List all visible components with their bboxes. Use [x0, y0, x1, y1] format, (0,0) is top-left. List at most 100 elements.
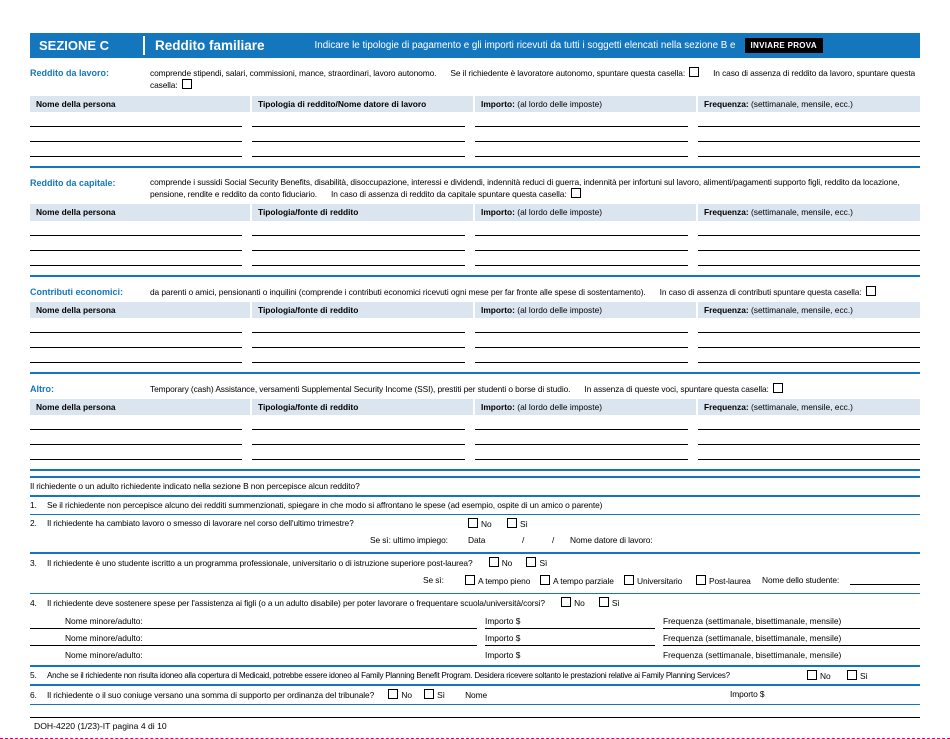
input-line-frequency[interactable] [698, 142, 920, 157]
question-divider [30, 703, 920, 706]
input-line-type[interactable] [252, 430, 465, 446]
q3-full-time-checkbox[interactable] [465, 574, 475, 585]
q6-no-choice: No [388, 688, 412, 700]
q6-no-checkbox[interactable] [388, 688, 399, 699]
input-line-frequency[interactable] [698, 333, 920, 348]
input-line-name[interactable] [30, 251, 242, 266]
question-text: Il richiedente o il suo coniuge versano … [47, 689, 375, 700]
input-line-type[interactable] [252, 445, 465, 461]
input-line-type[interactable] [252, 415, 465, 431]
input-line-amount[interactable] [475, 348, 688, 363]
dependent-name-field[interactable]: Nome minore/adulto: [65, 649, 143, 660]
input-line-frequency[interactable] [698, 236, 920, 251]
footer-rule [30, 717, 920, 719]
input-line-frequency[interactable] [698, 318, 920, 333]
question-divider [30, 592, 920, 595]
input-line-amount[interactable] [475, 333, 688, 348]
q3-no-checkbox[interactable] [488, 556, 499, 567]
table-header-row: Nome della persona Tipologia/fonte di re… [30, 204, 920, 221]
input-line-name[interactable] [30, 127, 242, 142]
student-name-line[interactable] [850, 575, 920, 585]
input-line-frequency[interactable] [698, 415, 920, 431]
q3-post-grad-checkbox[interactable] [696, 574, 706, 585]
input-line-amount[interactable] [475, 142, 688, 157]
dependent-care-row: Nome minore/adulto: Importo $ Frequenza … [30, 646, 920, 663]
input-line-type[interactable] [252, 112, 465, 127]
table-row [30, 112, 920, 127]
question-text: Il richiedente è uno studente iscritto a… [47, 557, 473, 568]
no-other-income-checkbox[interactable] [772, 382, 783, 393]
dependent-amount-field[interactable]: Importo $ [485, 649, 521, 660]
q5-no-checkbox[interactable] [807, 669, 817, 680]
q6-amount-label: Importo $ [730, 688, 765, 699]
input-line-type[interactable] [252, 333, 465, 348]
input-line-frequency[interactable] [698, 430, 920, 446]
input-line-frequency[interactable] [698, 112, 920, 127]
input-line-frequency[interactable] [698, 445, 920, 461]
input-line-name[interactable] [30, 236, 242, 251]
input-line-amount[interactable] [475, 415, 688, 431]
input-line-type[interactable] [252, 236, 465, 251]
input-line-name[interactable] [30, 221, 242, 236]
q4-yes-checkbox[interactable] [598, 597, 609, 608]
dependent-frequency-field[interactable]: Frequenza (settimanale, bisettimanale, m… [663, 629, 920, 646]
column-header-amount: Importo: (al lordo delle imposte) [475, 95, 696, 112]
input-line-type[interactable] [252, 221, 465, 236]
section-label: Reddito da lavoro: [30, 68, 110, 78]
q4-no-checkbox[interactable] [561, 597, 572, 608]
no-work-income-checkbox[interactable] [181, 79, 192, 90]
document-id: DOH-4220 (1/23)-IT pagina 4 di 10 [34, 721, 167, 732]
input-line-name[interactable] [30, 333, 242, 348]
input-line-type[interactable] [252, 318, 465, 333]
input-line-amount[interactable] [475, 430, 688, 446]
form-page: SEZIONE C Reddito familiare Indicare le … [0, 33, 950, 739]
self-employed-checkbox[interactable] [689, 67, 700, 77]
checkbox-label: In assenza di queste voci, spuntare ques… [584, 383, 769, 394]
dependent-amount-field[interactable]: Importo $ [485, 612, 655, 629]
dependent-care-row: Nome minore/adulto: Importo $ Frequenza … [30, 629, 920, 646]
q2-date-slash: / [552, 535, 555, 546]
input-line-type[interactable] [252, 127, 465, 142]
input-line-amount[interactable] [475, 127, 688, 142]
q5-yes-checkbox[interactable] [847, 669, 857, 680]
input-line-amount[interactable] [475, 318, 688, 333]
q6-yes-checkbox[interactable] [424, 688, 435, 699]
q2-yes-checkbox[interactable] [507, 518, 517, 529]
input-line-amount[interactable] [475, 221, 688, 236]
q2-no-checkbox[interactable] [468, 518, 478, 529]
input-line-frequency[interactable] [698, 348, 920, 363]
dependent-frequency-field[interactable]: Frequenza (settimanale, bisettimanale, m… [663, 612, 920, 629]
no-capital-income-checkbox[interactable] [570, 188, 581, 199]
dependent-frequency-field[interactable]: Frequenza (settimanale, bisettimanale, m… [663, 649, 842, 660]
input-line-name[interactable] [30, 445, 242, 461]
input-line-frequency[interactable] [698, 221, 920, 236]
input-line-type[interactable] [252, 348, 465, 363]
dependent-name-field[interactable]: Nome minore/adulto: [30, 629, 477, 646]
input-line-type[interactable] [252, 142, 465, 157]
q3-part-time-checkbox[interactable] [540, 574, 550, 585]
section-divider [30, 274, 920, 277]
input-line-name[interactable] [30, 318, 242, 333]
dependent-name-field[interactable]: Nome minore/adulto: [30, 612, 477, 629]
table-row [30, 142, 920, 157]
input-line-name[interactable] [30, 142, 242, 157]
input-line-frequency[interactable] [698, 127, 920, 142]
no-contributions-checkbox[interactable] [865, 285, 876, 296]
input-line-name[interactable] [30, 415, 242, 431]
input-line-name[interactable] [30, 112, 242, 127]
question-divider [30, 664, 920, 667]
input-line-amount[interactable] [475, 112, 688, 127]
dependent-amount-field[interactable]: Importo $ [485, 629, 655, 646]
column-header-name: Nome della persona [30, 399, 250, 416]
input-line-type[interactable] [252, 251, 465, 266]
input-line-amount[interactable] [475, 236, 688, 251]
input-line-amount[interactable] [475, 445, 688, 461]
question-text: Se il richiedente non percepisce alcuno … [47, 499, 603, 510]
input-line-name[interactable] [30, 430, 242, 446]
q3-yes-checkbox[interactable] [526, 556, 537, 567]
input-line-amount[interactable] [475, 251, 688, 266]
input-line-frequency[interactable] [698, 251, 920, 266]
input-line-name[interactable] [30, 348, 242, 363]
question-number: 2. [30, 518, 37, 529]
q3-university-checkbox[interactable] [624, 574, 634, 585]
